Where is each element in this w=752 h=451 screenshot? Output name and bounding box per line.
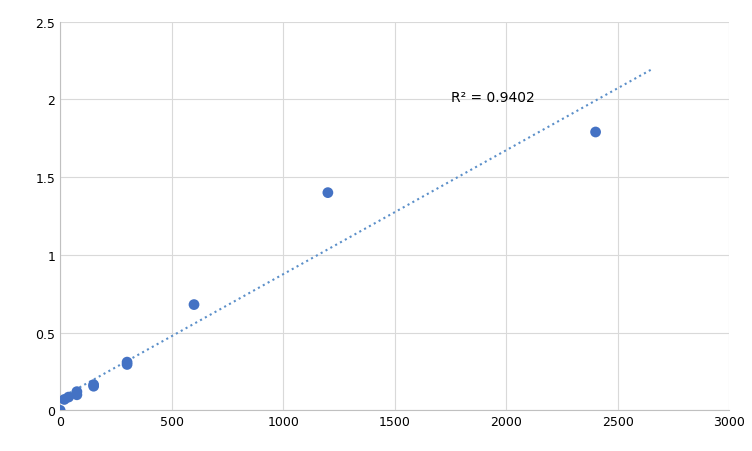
Point — [62, 394, 74, 401]
Point — [121, 359, 133, 366]
Point — [71, 391, 83, 399]
Point — [322, 189, 334, 197]
Point — [87, 381, 99, 388]
Point — [121, 361, 133, 368]
Point — [188, 301, 200, 308]
Point — [590, 129, 602, 136]
Point — [87, 383, 99, 390]
Point — [59, 396, 71, 403]
Point — [54, 407, 66, 414]
Text: R² = 0.9402: R² = 0.9402 — [450, 91, 535, 105]
Point — [71, 388, 83, 396]
